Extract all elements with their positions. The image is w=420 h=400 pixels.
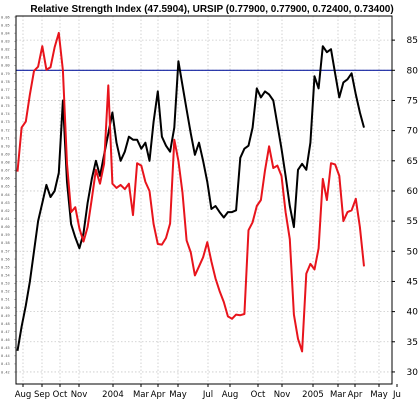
rsi-tick-label: 30 xyxy=(407,368,419,378)
price-tick-label: 0.48 xyxy=(1,322,10,326)
price-tick-label: 0.85 xyxy=(1,23,10,27)
x-tick-label: Apr xyxy=(151,390,166,400)
rsi-tick-label: 35 xyxy=(407,338,418,348)
rsi-series-line xyxy=(16,31,365,353)
price-tick-label: 0.75 xyxy=(1,104,10,108)
price-tick-label: 0.60 xyxy=(1,225,10,229)
price-tick-label: 0.72 xyxy=(1,128,10,132)
x-tick-label: Aug xyxy=(15,390,32,400)
price-tick-label: 0.69 xyxy=(1,152,10,156)
price-series-line xyxy=(16,45,365,351)
rsi-axis: 30 35 40 45 50 55 60 65 70 75 80 85 xyxy=(392,36,418,378)
price-tick-label: 0.76 xyxy=(1,96,10,100)
price-tick-label: 0.55 xyxy=(1,265,10,269)
price-tick-label: 0.57 xyxy=(1,249,10,253)
chart-title: Relative Strength Index (47.5904), URSIP… xyxy=(30,4,393,15)
price-tick-label: 0.52 xyxy=(1,290,10,294)
price-tick-label: 0.86 xyxy=(1,15,10,19)
x-tick-label: Oct xyxy=(251,390,266,400)
price-tick-label: 0.81 xyxy=(1,56,10,60)
price-tick-label: 0.58 xyxy=(1,241,10,245)
price-tick-label: 0.71 xyxy=(1,136,10,140)
x-tick-label: Nov xyxy=(71,390,88,400)
price-tick-label: 0.53 xyxy=(1,282,10,286)
rsi-tick-label: 70 xyxy=(407,127,419,137)
price-tick-label: 0.67 xyxy=(1,169,10,173)
rsi-tick-label: 45 xyxy=(407,277,418,287)
rsi-tick-label: 85 xyxy=(407,36,418,46)
price-tick-label: 0.63 xyxy=(1,201,10,205)
rsi-tick-label: 40 xyxy=(407,308,419,318)
price-tick-label: 0.56 xyxy=(1,257,10,261)
price-tick-label: 0.61 xyxy=(1,217,10,221)
price-tick-label: 0.59 xyxy=(1,233,10,237)
x-tick-label: Nov xyxy=(274,390,291,400)
rsi-tick-label: 75 xyxy=(407,96,418,106)
price-tick-label: 0.43 xyxy=(1,362,10,366)
price-tick-label: 0.54 xyxy=(1,273,10,277)
x-tick-label: Mar xyxy=(330,390,347,400)
time-axis: Aug Sep Oct Nov 2004 Mar Apr May Jul Aug Oct Nov 200… xyxy=(15,384,401,400)
price-tick-label: 0.68 xyxy=(1,161,10,165)
price-tick-label: 0.82 xyxy=(1,48,10,52)
rsi-tick-label: 65 xyxy=(407,157,418,167)
rsi-tick-label: 80 xyxy=(407,66,419,76)
price-tick-label: 0.47 xyxy=(1,330,10,334)
x-tick-label: Ju xyxy=(392,390,401,400)
x-tick-label: Oct xyxy=(53,390,68,400)
price-tick-label: 0.65 xyxy=(1,185,10,189)
price-tick-label: 0.80 xyxy=(1,64,10,68)
price-tick-label: 0.84 xyxy=(1,31,10,35)
price-tick-label: 0.51 xyxy=(1,298,10,302)
x-tick-label: Jul xyxy=(202,390,213,400)
x-tick-label: May xyxy=(169,390,187,400)
price-tick-label: 0.78 xyxy=(1,80,10,84)
rsi-tick-label: 60 xyxy=(407,187,419,197)
price-tick-label: 0.70 xyxy=(1,144,10,148)
price-tick-label: 0.44 xyxy=(1,354,10,358)
x-tick-label: Aug xyxy=(222,390,239,400)
x-tick-label: 2004 xyxy=(102,390,124,400)
x-tick-label: 2005 xyxy=(302,390,324,400)
price-axis: 0.86 0.85 0.84 0.83 0.82 0.81 0.80 0.79 0.78 0.77… xyxy=(1,15,16,374)
x-tick-label: May xyxy=(370,390,388,400)
price-tick-label: 0.49 xyxy=(1,314,10,318)
price-tick-label: 0.77 xyxy=(1,88,10,92)
price-tick-label: 0.73 xyxy=(1,120,10,124)
price-tick-label: 0.62 xyxy=(1,209,10,213)
x-tick-label: Mar xyxy=(133,390,150,400)
price-tick-label: 0.66 xyxy=(1,177,10,181)
price-tick-label: 0.74 xyxy=(1,112,10,116)
x-tick-label: Apr xyxy=(348,390,363,400)
price-tick-label: 0.46 xyxy=(1,338,10,342)
price-tick-label: 0.79 xyxy=(1,72,10,76)
price-tick-label: 0.64 xyxy=(1,193,10,197)
rsi-tick-label: 55 xyxy=(407,217,418,227)
plot-frame xyxy=(15,15,393,385)
price-tick-label: 0.42 xyxy=(1,370,10,374)
price-tick-label: 0.83 xyxy=(1,40,10,44)
x-tick-label: Sep xyxy=(34,390,50,400)
rsi-tick-label: 50 xyxy=(407,247,419,257)
price-tick-label: 0.50 xyxy=(1,306,10,310)
price-tick-label: 0.45 xyxy=(1,346,10,350)
